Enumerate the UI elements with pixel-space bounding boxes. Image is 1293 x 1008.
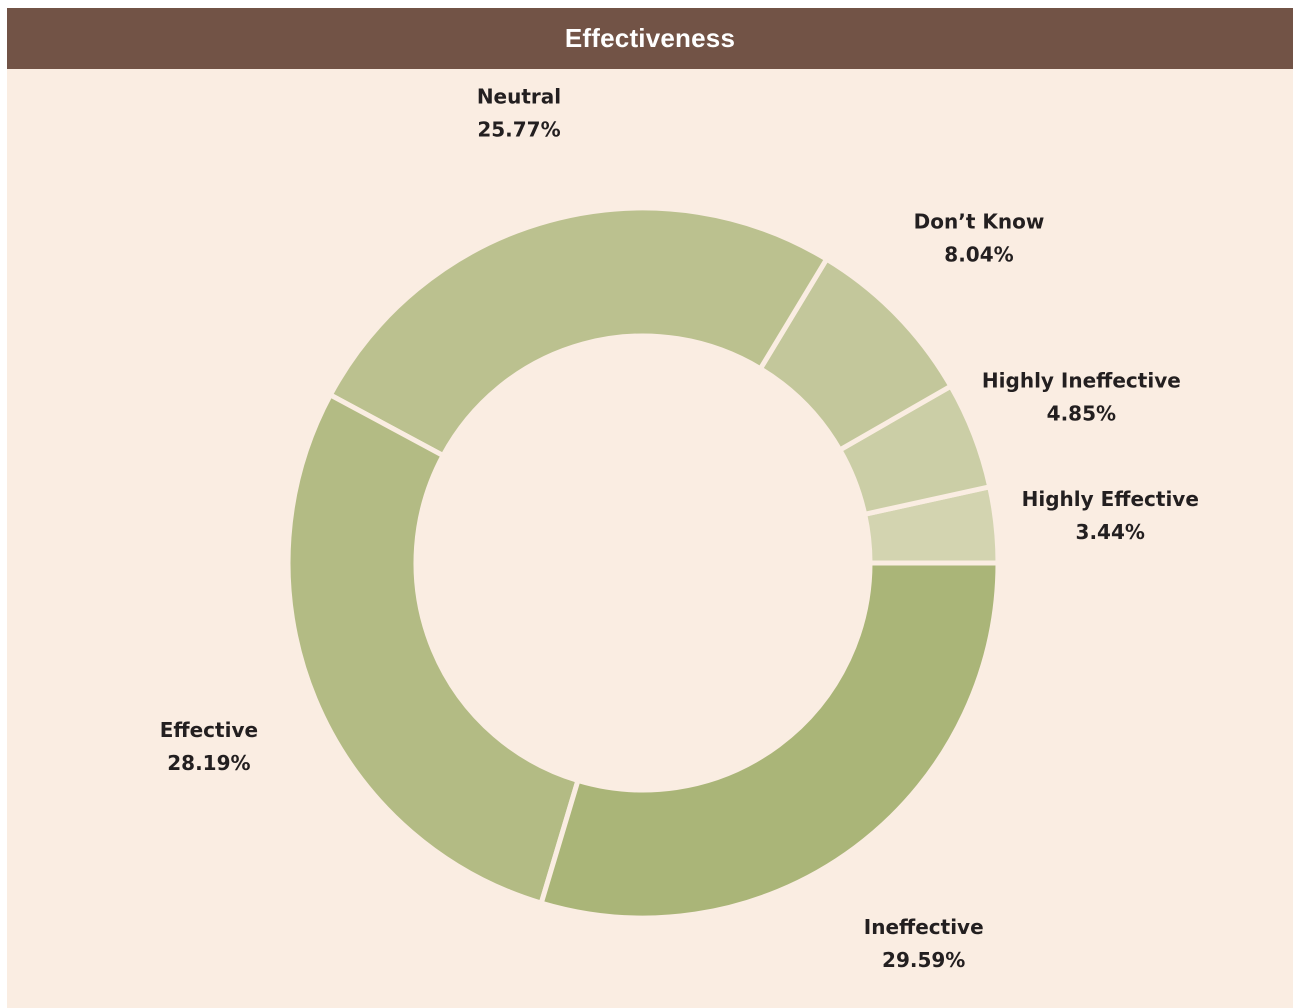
chart-title: Effectiveness [564, 23, 736, 53]
slice-label: Neutral 25.77% [477, 85, 561, 142]
slice-label: Don’t Know 8.04% [914, 209, 1045, 266]
slice-label-name: Highly Ineffective [982, 369, 1181, 393]
slice-label: Ineffective 29.59% [864, 915, 984, 972]
slice-label-value: 25.77% [477, 118, 560, 142]
slice-label-value: 3.44% [1076, 520, 1145, 544]
slice-label-value: 28.19% [167, 751, 250, 775]
donut-chart: Highly Effective 3.44% Highly Ineffective 4… [160, 85, 1199, 972]
slice-label-name: Don’t Know [914, 209, 1045, 233]
slice-label-name: Ineffective [864, 915, 984, 939]
title-bar: Effectiveness [7, 8, 1293, 69]
slice-label-value: 8.04% [944, 242, 1013, 266]
slice-label-name: Neutral [477, 85, 561, 109]
slice-ineffective [538, 560, 1001, 921]
slice-label-name: Effective [160, 718, 258, 742]
slice-label: Highly Ineffective 4.85% [982, 369, 1181, 426]
slice-label-name: Highly Effective [1022, 487, 1199, 511]
slice-label: Effective 28.19% [160, 718, 258, 775]
slice-neutral [326, 205, 831, 459]
slice-effective [285, 391, 582, 907]
slice-label: Highly Effective 3.44% [1022, 487, 1199, 544]
chart-panel: Effectiveness Highly Effective 3.44% Highl… [7, 8, 1293, 1008]
slice-label-value: 4.85% [1047, 402, 1116, 426]
slice-label-value: 29.59% [882, 948, 965, 972]
